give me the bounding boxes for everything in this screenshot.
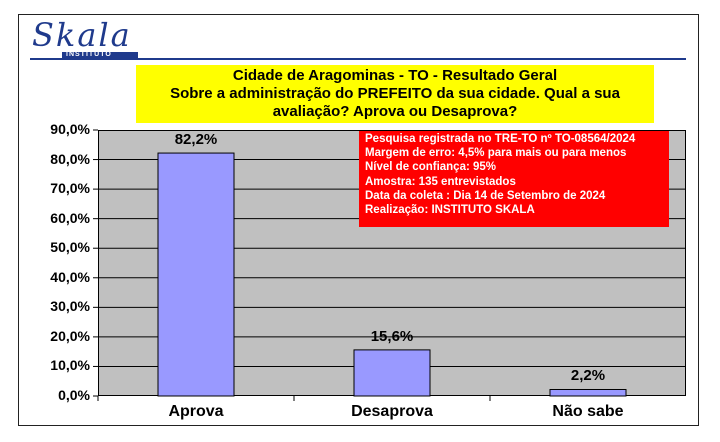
y-tick-label: 20,0% (50, 327, 90, 344)
y-tick-label: 60,0% (50, 209, 90, 226)
info-line: Realização: INSTITUTO SKALA (365, 204, 535, 217)
y-tick-label: 80,0% (50, 150, 90, 167)
data-label: 15,6% (370, 327, 414, 345)
info-line: Data da coleta : Dia 14 de Setembro de 2… (365, 189, 606, 202)
x-tick-label: Desaprova (351, 403, 433, 420)
info-line: Amostra: 135 entrevistados (365, 175, 516, 188)
bar-2 (549, 388, 627, 397)
logo-divider (30, 58, 686, 60)
y-tick-label: 90,0% (50, 121, 90, 137)
x-tick-label: Não sabe (552, 403, 624, 420)
data-label: 2,2% (570, 367, 606, 385)
y-tick-label: 50,0% (50, 239, 90, 256)
bar-1 (353, 349, 431, 397)
y-tick-label: 40,0% (50, 268, 90, 285)
chart-title: Cidade de Aragominas - TO - Resultado Ge… (136, 65, 654, 123)
info-line: Pesquisa registrada no TRE-TO nº TO-0856… (365, 133, 636, 145)
y-tick-label: 70,0% (50, 180, 90, 197)
data-label: 82,2% (174, 131, 218, 149)
survey-info-box: Pesquisa registrada no TRE-TO nº TO-0856… (359, 131, 669, 227)
logo-subtitle: INSTITUTO (66, 51, 112, 58)
title-line-2: Sobre a administração do PREFEITO da sua… (170, 85, 620, 102)
title-line-3: avaliação? Aprova ou Desaprova? (272, 103, 518, 120)
skala-logo: Skala INSTITUTO (30, 16, 150, 60)
title-line-1: Cidade de Aragominas - TO - Resultado Ge… (232, 67, 558, 84)
y-tick-label: 10,0% (50, 357, 90, 374)
x-tick-label: Aprova (168, 403, 224, 420)
bar-0 (157, 152, 235, 397)
info-line: Margem de erro: 4,5% para mais ou para m… (365, 147, 627, 160)
y-tick-label: 0,0% (58, 387, 90, 403)
logo-bar (62, 52, 138, 60)
y-tick-label: 30,0% (50, 298, 90, 315)
logo-wordmark: Skala (32, 16, 132, 54)
info-line: Nível de confiança: 95% (365, 161, 497, 174)
